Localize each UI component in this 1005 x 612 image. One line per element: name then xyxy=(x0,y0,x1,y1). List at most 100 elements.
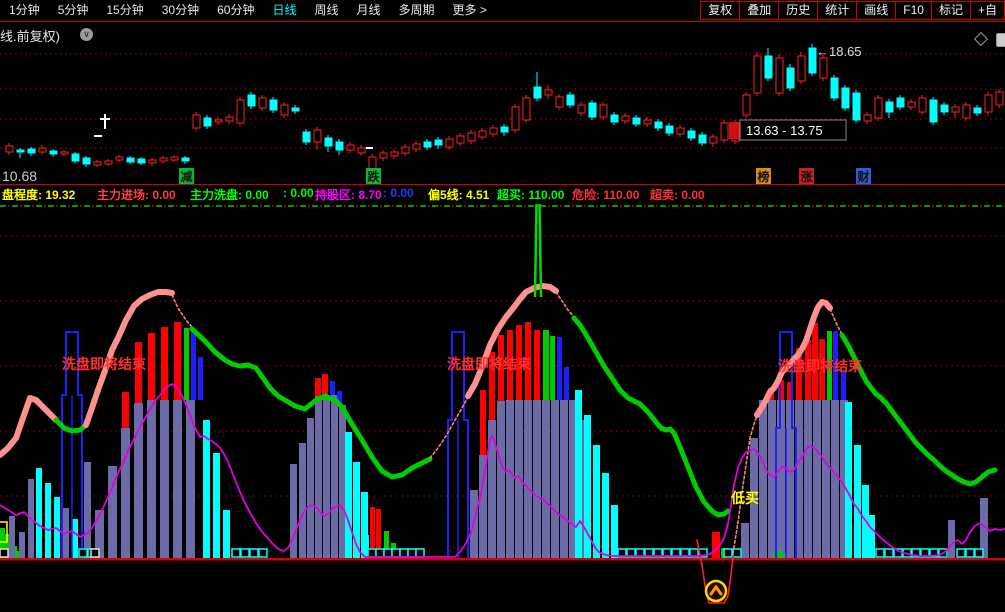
menu-item-多周期[interactable]: 多周期 xyxy=(398,3,435,17)
signal-square xyxy=(965,548,975,558)
signal-square xyxy=(671,548,681,558)
candle xyxy=(797,52,806,84)
indicator-bar xyxy=(290,464,297,558)
signal-square xyxy=(911,548,921,558)
indicator-bar xyxy=(331,395,338,558)
svg-text:减: 减 xyxy=(180,169,192,184)
period-menu: 1分钟 5分钟 15分钟 30分钟 60分钟 日线 周线 月线 多周期 更多 > xyxy=(0,0,496,21)
indicator-bar xyxy=(786,400,794,558)
toolbar-button-标记[interactable]: 标记 xyxy=(930,1,971,20)
candle xyxy=(313,127,322,150)
signal-square xyxy=(375,548,385,558)
candle xyxy=(643,117,652,127)
indicator-bar xyxy=(498,335,504,401)
indicator-bar xyxy=(337,391,342,405)
signal-square xyxy=(231,548,241,558)
wash-signal-tower xyxy=(61,331,83,558)
candle xyxy=(423,139,432,150)
signal-square xyxy=(635,548,645,558)
menu-item-5分钟[interactable]: 5分钟 xyxy=(57,3,89,17)
toolbar-button-统计[interactable]: 统计 xyxy=(817,1,858,20)
window-icon[interactable] xyxy=(996,33,1005,47)
candle xyxy=(214,117,223,125)
candle xyxy=(148,158,157,166)
signal-square xyxy=(90,548,100,558)
indicator-bar xyxy=(551,400,559,558)
low-price-label: 10.68 xyxy=(2,168,37,184)
indicator-value: 超卖: 0.00 xyxy=(650,188,705,202)
indicator-bar xyxy=(84,462,91,558)
menu-item-更多[interactable]: 更多 > xyxy=(452,3,487,17)
toolbar-button-F10[interactable]: F10 xyxy=(895,1,932,20)
signal-square xyxy=(240,548,250,558)
candle xyxy=(753,52,762,96)
toolbar-button-叠加[interactable]: 叠加 xyxy=(739,1,780,20)
indicator-bar xyxy=(516,325,522,400)
indicator-bar xyxy=(315,396,322,558)
toolbar-button-画线[interactable]: 画线 xyxy=(856,1,897,20)
chevron-up-icon xyxy=(709,584,723,596)
indicator-bar xyxy=(831,400,839,558)
indicator-value: 主力进场: 0.00 xyxy=(97,188,176,202)
signal-square xyxy=(723,548,733,558)
indicator-bar xyxy=(0,528,5,558)
chevron-down-icon[interactable]: ∨ xyxy=(80,28,93,41)
signal-square xyxy=(956,548,966,558)
menu-item-60分钟[interactable]: 60分钟 xyxy=(217,3,255,17)
signal-square xyxy=(680,548,690,558)
candle xyxy=(698,132,707,146)
menu-item-周线[interactable]: 周线 xyxy=(314,3,339,17)
signal-square xyxy=(367,548,377,558)
indicator-bar xyxy=(184,328,189,400)
main-line-pink xyxy=(0,395,59,458)
indicator-bar xyxy=(812,323,818,400)
indicator-bar xyxy=(534,330,540,400)
indicator-bar xyxy=(121,428,130,558)
toolbar-button-+自[interactable]: +自 xyxy=(969,1,1005,20)
candle xyxy=(192,112,201,131)
indicator-value: 偏5线: 4.51 xyxy=(428,188,490,202)
indicator-bar xyxy=(506,400,514,558)
indicator-bar xyxy=(796,348,802,400)
candle xyxy=(621,113,630,124)
buy-signal-circle xyxy=(704,579,728,603)
signal-label: 洗盘即将结束 xyxy=(778,358,863,374)
menu-item-30分钟[interactable]: 30分钟 xyxy=(161,3,200,17)
main-line-green xyxy=(53,417,89,434)
indicator-bar xyxy=(122,392,129,428)
menu-item-月线[interactable]: 月线 xyxy=(356,3,381,17)
indicator-bar xyxy=(339,405,346,558)
candle xyxy=(500,124,509,136)
candle xyxy=(27,147,36,156)
indicator-bar xyxy=(361,492,368,558)
menu-item-日线[interactable]: 日线 xyxy=(272,3,297,17)
indicator-bar xyxy=(827,331,832,400)
indicator-bar xyxy=(777,400,785,558)
toolbar-button-复权[interactable]: 复权 xyxy=(700,1,741,20)
indicator-bar xyxy=(584,415,591,558)
indicator-bar xyxy=(497,401,505,558)
indicator-bar xyxy=(54,497,60,558)
indicator-bar xyxy=(223,510,230,558)
cursor-mark xyxy=(94,135,102,137)
menu-item-15分钟[interactable]: 15分钟 xyxy=(106,3,144,17)
signal-square xyxy=(399,548,409,558)
candle xyxy=(445,136,454,150)
watermark-减: 减 xyxy=(179,168,194,184)
candle xyxy=(71,152,80,163)
candlestick-chart[interactable]: 减 跌 榜 涨 财 ←18.65 13.63 - 13.75 10.68 xyxy=(0,44,1005,184)
signal-square xyxy=(884,548,894,558)
toolbar-button-历史[interactable]: 历史 xyxy=(778,1,819,20)
signal-square xyxy=(929,548,939,558)
indicator-value: 超买: 110.00 xyxy=(497,188,565,202)
indicator-bar xyxy=(759,400,767,558)
indicator-bar xyxy=(345,432,352,558)
indicator-bar xyxy=(134,403,143,558)
indicator-bar xyxy=(191,330,196,400)
indicator-bar xyxy=(741,523,749,558)
indicator-bar xyxy=(9,516,15,558)
menu-item-1分钟[interactable]: 1分钟 xyxy=(9,3,40,17)
indicator-bar xyxy=(391,543,396,552)
indicator-bar xyxy=(840,400,848,558)
